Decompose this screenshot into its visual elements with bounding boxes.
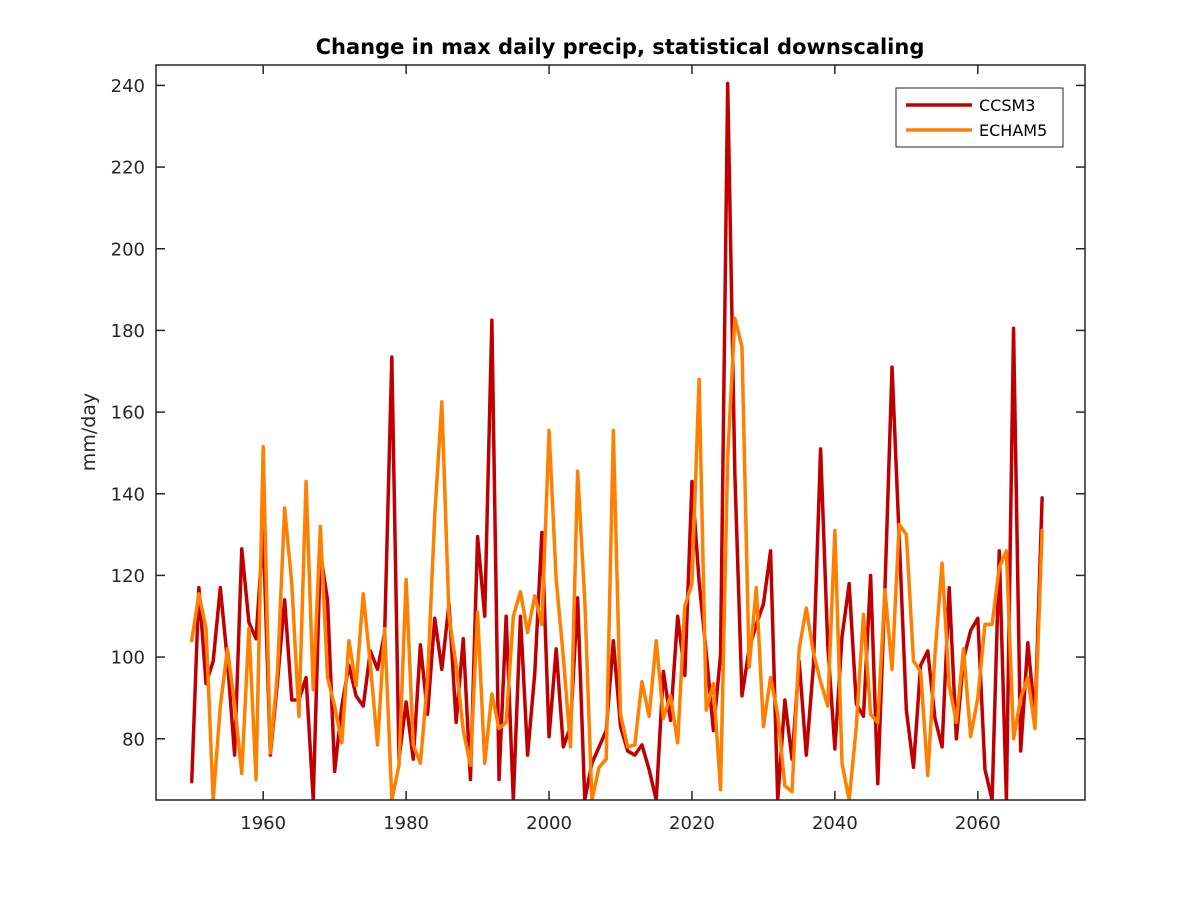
series-layer [189, 81, 1044, 800]
x-tick-label: 2060 [955, 813, 1001, 834]
legend: CCSM3 ECHAM5 [895, 87, 1064, 148]
legend-label-ccsm3: CCSM3 [979, 96, 1035, 115]
series-line-ccsm3 [189, 81, 1044, 800]
chart-title: Change in max daily precip, statistical … [316, 35, 925, 59]
y-tick-label: 160 [111, 403, 145, 424]
axes-box [155, 64, 1086, 801]
x-tick-label: 2040 [812, 813, 858, 834]
y-tick-label: 140 [111, 484, 145, 505]
y-tick-label: 100 [111, 648, 145, 669]
y-tick-label: 80 [122, 729, 145, 750]
legend-box [895, 87, 1064, 148]
y-tick-label: 240 [111, 76, 145, 97]
series-line-echam5 [189, 316, 1044, 800]
y-axis-label: mm/day [78, 393, 100, 471]
y-tick-label: 220 [111, 158, 145, 179]
y-tick-label: 120 [111, 566, 145, 587]
y-axis: 80 100 120 140 160 180 200 220 240 [111, 76, 1085, 750]
x-tick-label: 1980 [383, 813, 429, 834]
y-tick-label: 180 [111, 321, 145, 342]
x-tick-label: 1960 [240, 813, 286, 834]
legend-label-echam5: ECHAM5 [979, 121, 1047, 140]
x-tick-label: 2020 [669, 813, 715, 834]
x-tick-label: 2000 [526, 813, 572, 834]
y-tick-label: 200 [111, 239, 145, 260]
x-axis: 1960 1980 2000 2020 2040 2060 [240, 65, 1001, 834]
